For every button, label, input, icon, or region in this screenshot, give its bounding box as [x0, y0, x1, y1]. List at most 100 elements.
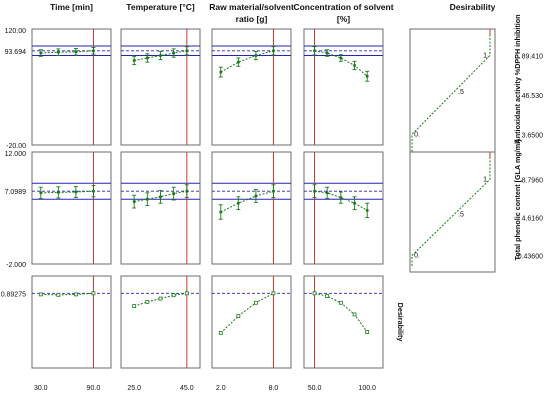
panel — [120, 28, 201, 146]
predicted-desirability-label: 0.89275 — [1, 291, 26, 298]
x-tick-label: 100.0 — [358, 385, 376, 392]
data-point — [38, 292, 43, 297]
data-point — [353, 201, 356, 205]
data-point — [272, 49, 275, 53]
panel — [211, 28, 292, 146]
data-point — [132, 200, 136, 203]
predicted-value-label: 93.694 — [5, 49, 27, 56]
data-point — [146, 56, 149, 60]
panel — [31, 28, 112, 146]
data-point — [339, 56, 343, 60]
factor-title: Raw material/solvent — [209, 2, 294, 12]
data-point — [92, 189, 95, 193]
data-point — [365, 330, 370, 334]
panel-frame — [120, 275, 201, 369]
data-point — [172, 51, 175, 55]
data-point — [254, 54, 258, 57]
x-tick-label: 90.0 — [87, 385, 101, 392]
panel-frame — [303, 28, 384, 146]
panel — [303, 151, 384, 265]
series-line — [134, 50, 187, 61]
panel-frame — [31, 28, 112, 146]
data-point — [146, 197, 149, 201]
desirability-tick-label: 0.43600 — [518, 253, 543, 260]
data-point — [325, 191, 329, 195]
data-point — [313, 189, 316, 193]
data-point — [237, 60, 240, 64]
desirability-label-high: 1. — [483, 176, 489, 183]
desirability-curve — [411, 152, 491, 266]
data-point — [353, 64, 356, 67]
data-point — [132, 59, 136, 62]
data-point — [184, 291, 189, 296]
data-point — [74, 190, 78, 194]
data-point — [159, 54, 162, 57]
desirability-tick-label: 3.6500 — [522, 132, 544, 139]
data-point — [185, 189, 189, 193]
desirability-function-panel: 1. .5 0. — [409, 28, 496, 164]
data-point — [57, 50, 60, 54]
data-point — [338, 300, 343, 305]
data-point — [132, 304, 137, 309]
x-tick-label: 8.0 — [269, 385, 279, 392]
data-point — [57, 191, 60, 194]
data-point — [339, 196, 343, 199]
factor-title: Time [min] — [50, 2, 93, 12]
panel-frame — [211, 28, 292, 146]
data-point — [236, 314, 241, 319]
y-tick-label: 12.000 — [5, 151, 27, 158]
data-point — [158, 296, 163, 301]
response-name: Total phenolic content [GLA mg/ml] — [513, 140, 522, 261]
series-line — [220, 190, 274, 213]
data-point — [145, 300, 150, 304]
x-tick-label: 2.0 — [216, 385, 226, 392]
series-line — [314, 50, 368, 77]
series-line — [40, 50, 94, 54]
data-point — [271, 291, 276, 296]
panel-frame — [211, 275, 292, 369]
desirability-row-label: Desirability — [396, 303, 405, 342]
panel — [211, 151, 292, 265]
predicted-value-label: 7.0989 — [5, 189, 27, 196]
desirability-panel — [31, 275, 112, 369]
data-point — [254, 194, 258, 198]
y-tick-label: -20.00 — [6, 143, 26, 150]
desirability-panel — [211, 275, 292, 369]
desirability-label-mid: .5 — [458, 211, 464, 218]
desirability-label-low: 0. — [414, 252, 420, 259]
x-tick-label: 25.0 — [127, 385, 141, 392]
data-point — [219, 210, 223, 214]
desirability-tick-label: 46.530 — [522, 93, 544, 100]
data-point — [312, 291, 317, 296]
data-point — [74, 50, 78, 54]
panel-frame — [409, 28, 496, 164]
data-point — [172, 192, 175, 195]
factor-title: Concentration of solvent — [293, 2, 393, 12]
x-tick-label: 30.0 — [34, 385, 48, 392]
data-point — [73, 292, 78, 297]
data-point — [171, 293, 176, 298]
series-line — [134, 190, 187, 203]
series-line — [314, 190, 368, 211]
panel — [31, 151, 112, 265]
factor-title: [%] — [337, 14, 350, 24]
panel — [303, 28, 384, 146]
desirability-function-panel: 1. .5 0. — [409, 151, 496, 273]
panel-frame — [303, 275, 384, 369]
data-point — [237, 201, 240, 205]
desirability-column-title: Desirability — [450, 2, 496, 12]
data-point — [272, 189, 275, 193]
data-point — [91, 291, 96, 296]
series-line — [40, 292, 94, 296]
desirability-tick-label: 4.6160 — [522, 215, 544, 222]
data-point — [159, 195, 162, 199]
desirability-label-low: 0. — [414, 131, 420, 138]
data-point — [313, 49, 316, 53]
data-point — [253, 300, 258, 305]
panel-frame — [303, 151, 384, 265]
desirability-tick-label: 89.410 — [522, 53, 544, 60]
data-point — [92, 49, 95, 53]
data-point — [39, 51, 43, 55]
data-point — [219, 70, 223, 74]
panel — [120, 151, 201, 265]
